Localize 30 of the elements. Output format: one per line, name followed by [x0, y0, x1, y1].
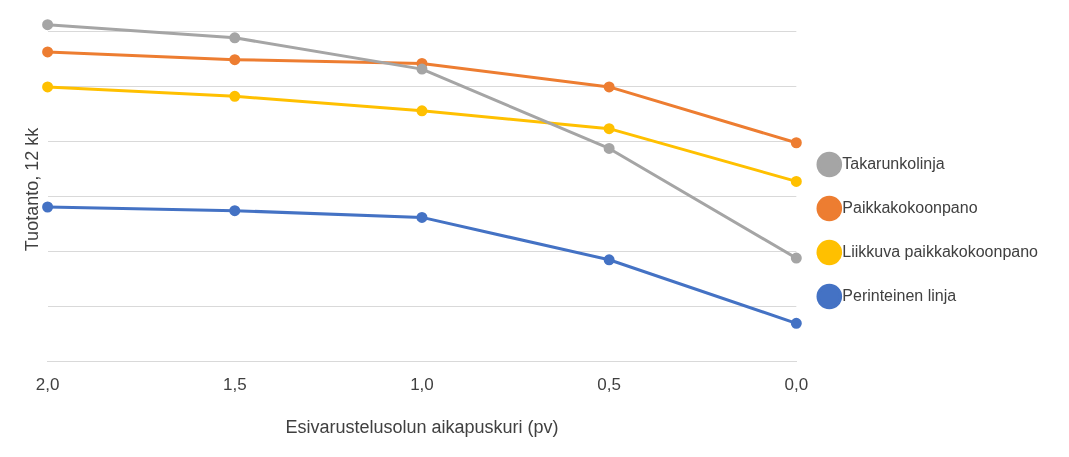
y-axis-title: Tuotanto, 12 kk: [21, 126, 42, 252]
point: [42, 46, 54, 58]
point: [416, 105, 428, 117]
point: [790, 175, 802, 187]
point: [416, 63, 428, 75]
legend-label: Perinteinen linja: [842, 286, 957, 304]
point: [42, 81, 54, 93]
point: [229, 205, 241, 217]
point: [790, 252, 802, 264]
point: [229, 90, 241, 102]
x-tick-label: 0,0: [784, 374, 809, 394]
legend-label: Liikkuva paikkakokoonpano: [842, 242, 1039, 260]
legend-label: Paikkakokoonpano: [842, 198, 978, 216]
point: [42, 201, 54, 213]
point: [416, 211, 428, 223]
point: [42, 19, 54, 31]
point: [603, 254, 615, 266]
x-tick-label: 1,5: [222, 374, 247, 394]
point: [229, 54, 241, 66]
x-tick-label: 2,0: [35, 374, 60, 394]
point: [229, 32, 241, 44]
point: [603, 142, 615, 154]
legend-label: Takarunkolinja: [842, 154, 945, 172]
point: [790, 317, 802, 329]
point: [603, 81, 615, 93]
x-tick-label: 0,5: [597, 374, 621, 394]
point: [790, 137, 802, 149]
x-tick-label: 1,0: [410, 374, 434, 394]
point: [603, 123, 615, 135]
x-axis-title: Esivarustelusolun aikapuskuri (pv): [285, 417, 559, 438]
